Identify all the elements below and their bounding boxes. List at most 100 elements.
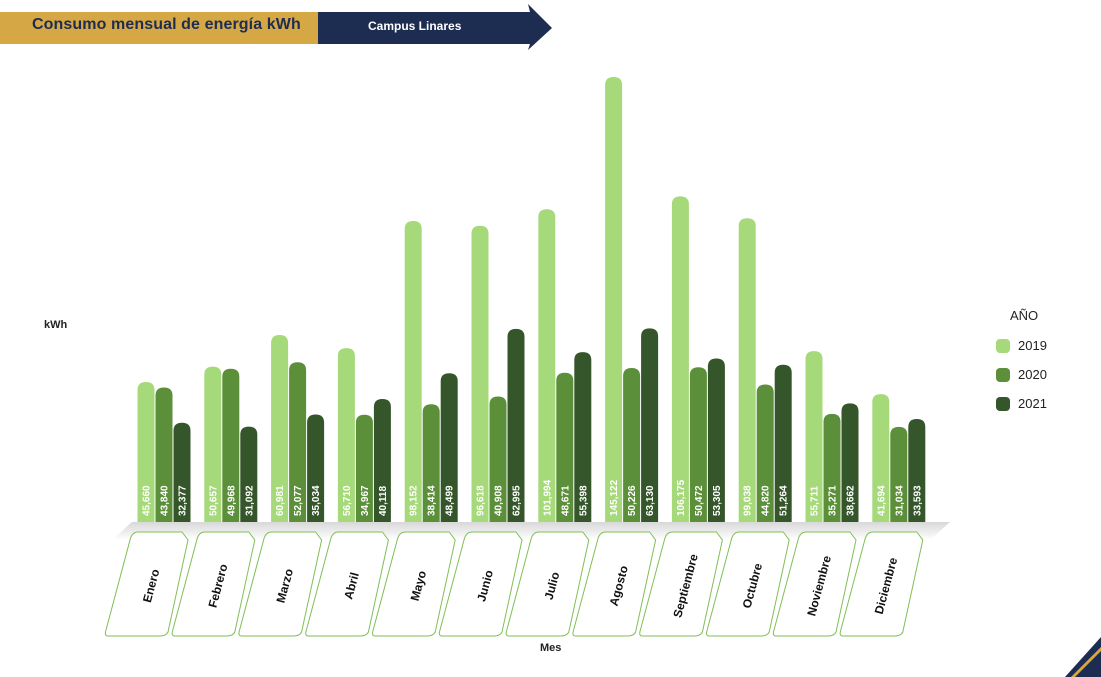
bar-enero-2019 <box>137 381 155 522</box>
bar-diciembre-2019 <box>872 394 890 522</box>
x-axis-label: Mes <box>540 642 562 654</box>
bar-label-septiembre-2021: 53,305 <box>712 485 723 516</box>
header-banner <box>0 4 552 50</box>
legend-item-2019: 2019 <box>996 331 1047 360</box>
bar-octubre-2021 <box>774 364 792 522</box>
bar-label-octubre-2019: 99,038 <box>743 485 754 516</box>
bar-enero-2021 <box>173 422 191 522</box>
chart-subtitle: Campus Linares <box>368 19 462 33</box>
bar-label-noviembre-2021: 38,662 <box>846 485 857 516</box>
category-tag-julio <box>505 531 590 637</box>
bar-label-enero-2019: 45,660 <box>142 485 153 516</box>
bar-label-septiembre-2019: 106,175 <box>676 479 687 516</box>
bar-febrero-2019 <box>204 366 222 522</box>
bar-label-diciembre-2019: 41,694 <box>876 485 887 516</box>
bar-label-agosto-2021: 63,130 <box>645 485 656 516</box>
bar-junio-2020 <box>489 396 507 522</box>
legend-item-2021: 2021 <box>996 389 1047 418</box>
bar-label-noviembre-2019: 55,711 <box>810 486 821 516</box>
legend-label-2019: 2019 <box>1018 338 1047 353</box>
bar-noviembre-2021 <box>841 403 859 522</box>
bar-label-enero-2021: 32,377 <box>178 485 189 516</box>
legend-label-2021: 2021 <box>1018 396 1047 411</box>
legend-swatch-2021 <box>996 396 1010 411</box>
bar-diciembre-2020 <box>890 426 908 522</box>
bar-label-septiembre-2020: 50,472 <box>694 485 705 516</box>
bar-diciembre-2021 <box>908 418 926 522</box>
corner-gold-stripe <box>1071 647 1101 677</box>
bar-junio-2019 <box>471 225 489 522</box>
bar-label-noviembre-2020: 35,271 <box>828 485 839 516</box>
bar-febrero-2021 <box>240 426 258 522</box>
bar-label-mayo-2020: 38,414 <box>427 485 438 516</box>
category-tag-diciembre <box>839 531 924 637</box>
category-tag-marzo <box>238 531 323 637</box>
bar-label-julio-2020: 48,671 <box>560 485 571 516</box>
legend-label-2020: 2020 <box>1018 367 1047 382</box>
bar-label-mayo-2019: 98,152 <box>409 485 420 516</box>
bar-septiembre-2020 <box>689 367 707 522</box>
bar-septiembre-2021 <box>707 358 725 522</box>
bar-abril-2020 <box>355 414 373 522</box>
bar-label-enero-2020: 43,840 <box>160 485 171 516</box>
bar-label-agosto-2019: 145,122 <box>609 479 620 516</box>
bar-label-diciembre-2020: 31,034 <box>894 485 905 516</box>
bar-julio-2019 <box>538 209 556 523</box>
bar-label-abril-2020: 34,967 <box>360 485 371 516</box>
category-tag-febrero <box>171 531 256 637</box>
bar-julio-2021 <box>574 352 592 522</box>
bar-mayo-2020 <box>422 404 440 522</box>
category-tag-septiembre <box>639 531 723 637</box>
legend: AÑO 2019 2020 2021 <box>996 308 1047 418</box>
bar-noviembre-2020 <box>823 413 841 522</box>
bar-label-junio-2019: 96,618 <box>476 485 487 516</box>
bar-label-marzo-2021: 35,034 <box>311 485 322 516</box>
bar-agosto-2021 <box>641 328 659 522</box>
legend-title: AÑO <box>1010 308 1039 323</box>
bar-label-mayo-2021: 48,499 <box>445 485 456 516</box>
bar-agosto-2020 <box>623 367 641 522</box>
bar-julio-2020 <box>556 372 574 522</box>
bar-abril-2021 <box>373 398 391 522</box>
category-tag-junio <box>438 531 523 637</box>
bar-label-febrero-2020: 49,968 <box>226 485 237 516</box>
bar-label-febrero-2019: 50,657 <box>208 485 219 516</box>
bar-label-marzo-2019: 60,981 <box>275 485 286 516</box>
category-label-abril: Abril <box>341 571 362 601</box>
bar-junio-2021 <box>507 328 525 522</box>
category-tag-agosto <box>572 531 657 637</box>
category-tag-octubre <box>706 531 790 637</box>
bar-label-abril-2021: 40,118 <box>378 486 389 516</box>
bar-octubre-2020 <box>756 384 774 522</box>
category-tag-noviembre <box>772 531 857 637</box>
bar-mayo-2019 <box>404 221 422 522</box>
chart-title: Consumo mensual de energía kWh <box>32 16 301 33</box>
bar-enero-2020 <box>155 387 173 522</box>
bar-noviembre-2019 <box>805 351 823 522</box>
corner-navy-stripe <box>1065 637 1101 677</box>
bar-marzo-2021 <box>307 414 325 522</box>
bar-label-junio-2021: 62,995 <box>512 485 523 516</box>
banner-gold-bar <box>0 12 318 44</box>
y-axis-label: kWh <box>44 319 68 331</box>
bar-label-diciembre-2021: 33,593 <box>912 485 923 516</box>
corner-decoration <box>1065 637 1101 677</box>
bar-label-julio-2021: 55,398 <box>578 485 589 516</box>
bar-agosto-2019 <box>605 76 623 522</box>
bar-mayo-2021 <box>440 373 458 522</box>
category-tag-abril <box>305 531 389 637</box>
bar-febrero-2020 <box>222 368 240 522</box>
legend-item-2020: 2020 <box>996 360 1047 389</box>
bar-label-octubre-2020: 44,820 <box>761 485 772 516</box>
bar-label-octubre-2021: 51,264 <box>779 485 790 516</box>
bar-label-junio-2020: 40,908 <box>494 485 505 516</box>
bar-label-abril-2019: 56,710 <box>342 485 353 516</box>
bar-octubre-2019 <box>738 218 756 523</box>
category-tag-mayo <box>372 531 456 637</box>
bar-abril-2019 <box>337 348 355 522</box>
bar-septiembre-2019 <box>671 196 689 522</box>
banner-navy-arrow <box>318 4 552 50</box>
bar-marzo-2019 <box>271 334 289 522</box>
bar-label-agosto-2020: 50,226 <box>627 485 638 516</box>
